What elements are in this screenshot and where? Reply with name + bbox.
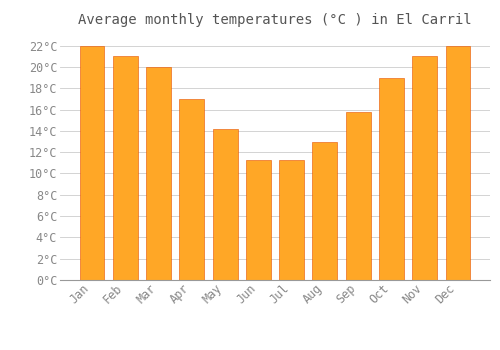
- Bar: [180, 99, 204, 280]
- Title: Average monthly temperatures (°C ) in El Carril: Average monthly temperatures (°C ) in El…: [78, 13, 472, 27]
- Bar: [412, 56, 437, 280]
- Bar: [312, 141, 338, 280]
- Bar: [146, 67, 171, 280]
- Bar: [212, 129, 238, 280]
- Bar: [279, 160, 304, 280]
- Bar: [346, 112, 370, 280]
- Bar: [246, 160, 271, 280]
- Bar: [379, 78, 404, 280]
- Bar: [80, 46, 104, 280]
- Bar: [446, 46, 470, 280]
- Bar: [113, 56, 138, 280]
